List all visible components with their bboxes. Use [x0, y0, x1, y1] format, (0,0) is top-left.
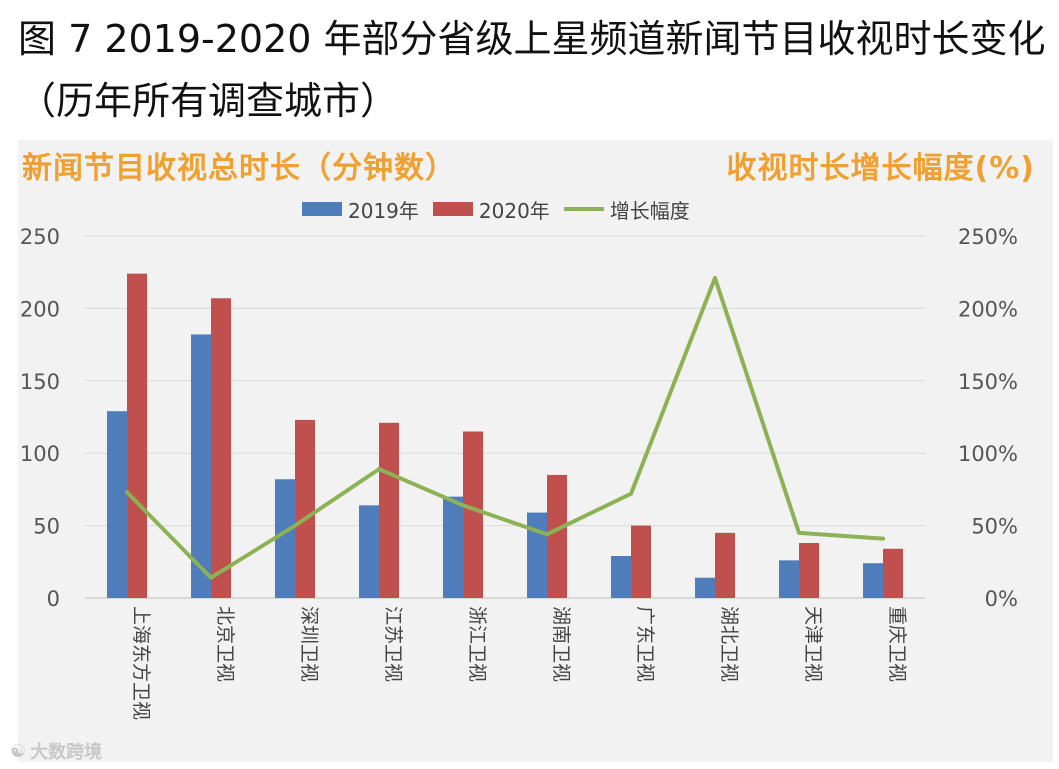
right-axis-title: 收视时长增长幅度(%)	[726, 151, 1035, 186]
chart-title: 图 7 2019-2020 年部分省级上星频道新闻节目收视时长变化（历年所有调查…	[18, 17, 1046, 123]
watermark-text: 大数跨境	[30, 742, 103, 763]
watermark: ☯ 大数跨境	[10, 738, 102, 764]
left-axis-title: 新闻节目收视总时长（分钟数）	[22, 151, 456, 186]
legend-label-2019: 2019年	[348, 198, 419, 223]
legend-item-2020: 2020年	[432, 195, 550, 224]
legend: 2019年 2020年 增长幅度	[302, 195, 690, 224]
legend-swatch-growth	[563, 207, 604, 211]
legend-label-growth: 增长幅度	[609, 198, 690, 223]
watermark-icon: ☯	[10, 740, 27, 762]
legend-label-2020: 2020年	[478, 198, 550, 223]
legend-item-2019: 2019年	[302, 195, 419, 224]
legend-swatch-2020	[432, 202, 473, 216]
chart-area	[18, 140, 1053, 762]
legend-swatch-2019	[302, 202, 342, 216]
legend-item-growth: 增长幅度	[563, 195, 690, 224]
